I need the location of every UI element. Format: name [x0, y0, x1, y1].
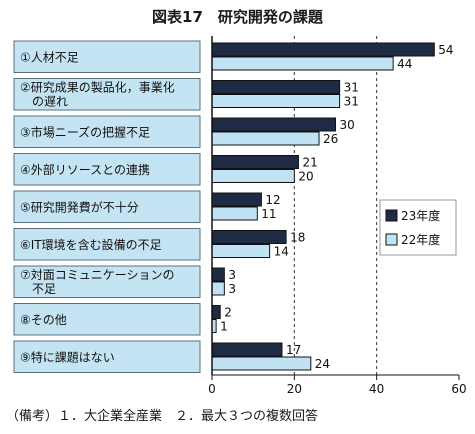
- data-label-23: 18: [290, 231, 305, 245]
- bar-22: [211, 56, 394, 71]
- legend-label: 22年度: [401, 232, 440, 247]
- category-panel: [13, 115, 201, 148]
- bar-22: [211, 131, 320, 146]
- bar-23: [211, 305, 221, 319]
- bar-23: [211, 342, 283, 357]
- category-label: ⑧その他: [20, 313, 67, 327]
- data-label-22: 31: [344, 95, 359, 109]
- data-label-23: 12: [265, 193, 280, 207]
- data-label-22: 24: [315, 357, 330, 371]
- data-label-22: 44: [397, 57, 412, 71]
- bar-22: [211, 281, 225, 296]
- data-label-22: 11: [261, 207, 276, 221]
- bar-22: [211, 94, 341, 108]
- bar-22: [211, 244, 271, 258]
- category-label: ⑦対面コミュニケーションの: [20, 268, 175, 282]
- bar-22: [211, 169, 295, 183]
- chart-title: 図表17 研究開発の課題: [152, 8, 323, 26]
- legend-box: [379, 199, 457, 256]
- data-label-22: 14: [274, 245, 289, 259]
- category-label: ②研究成果の製品化，事業化: [20, 79, 175, 94]
- data-label-23: 21: [302, 156, 317, 170]
- category-label: 不足: [20, 282, 56, 296]
- category-panel: [13, 190, 201, 223]
- category-panel: [13, 40, 201, 73]
- bar-23: [211, 42, 435, 57]
- footnote: （備考）１．大企業全産業 ２．最大３つの複数回答: [6, 409, 319, 424]
- category-label: ③市場ニーズの把握不足: [20, 124, 150, 139]
- data-label-23: 17: [286, 343, 301, 357]
- category-label: ⑨特に課題はない: [20, 349, 115, 364]
- category-panel: [13, 78, 201, 111]
- x-tick-label: 40: [369, 382, 384, 396]
- bar-23: [211, 192, 262, 207]
- bar-23: [211, 230, 287, 244]
- x-tick-label: 60: [451, 382, 466, 396]
- data-label-23: 54: [438, 43, 453, 57]
- category-panel: [13, 265, 201, 298]
- category-panel: [13, 228, 201, 261]
- legend-label: 23年度: [401, 208, 440, 223]
- data-label-23: 30: [340, 118, 355, 132]
- legend-swatch: [385, 209, 398, 222]
- legend-swatch: [385, 233, 398, 246]
- bar-23: [211, 80, 341, 94]
- data-label-23: 3: [228, 268, 236, 282]
- category-panel: [13, 340, 201, 373]
- bar-22: [211, 356, 312, 371]
- data-label-22: 1: [220, 320, 228, 334]
- bar-22: [211, 206, 258, 221]
- x-tick-label: 20: [287, 382, 302, 396]
- category-label: ⑥IT環境を含む設備の不足: [20, 237, 162, 252]
- category-label: ⑤研究開発費が不十分: [20, 199, 139, 214]
- category-panel: [13, 153, 201, 186]
- data-label-23: 31: [344, 81, 359, 95]
- bar-23: [211, 155, 299, 169]
- data-label-22: 20: [298, 170, 313, 184]
- category-label: の遅れ: [20, 94, 68, 108]
- bar-23: [211, 267, 225, 282]
- category-label: ①人材不足: [20, 50, 79, 64]
- data-label-23: 2: [224, 306, 232, 320]
- category-panel: [13, 303, 201, 336]
- bar-23: [211, 117, 336, 132]
- data-label-22: 3: [228, 282, 236, 296]
- x-tick-label: 0: [208, 382, 216, 396]
- category-label: ④外部リソースとの連携: [20, 162, 150, 177]
- data-label-22: 26: [323, 132, 338, 146]
